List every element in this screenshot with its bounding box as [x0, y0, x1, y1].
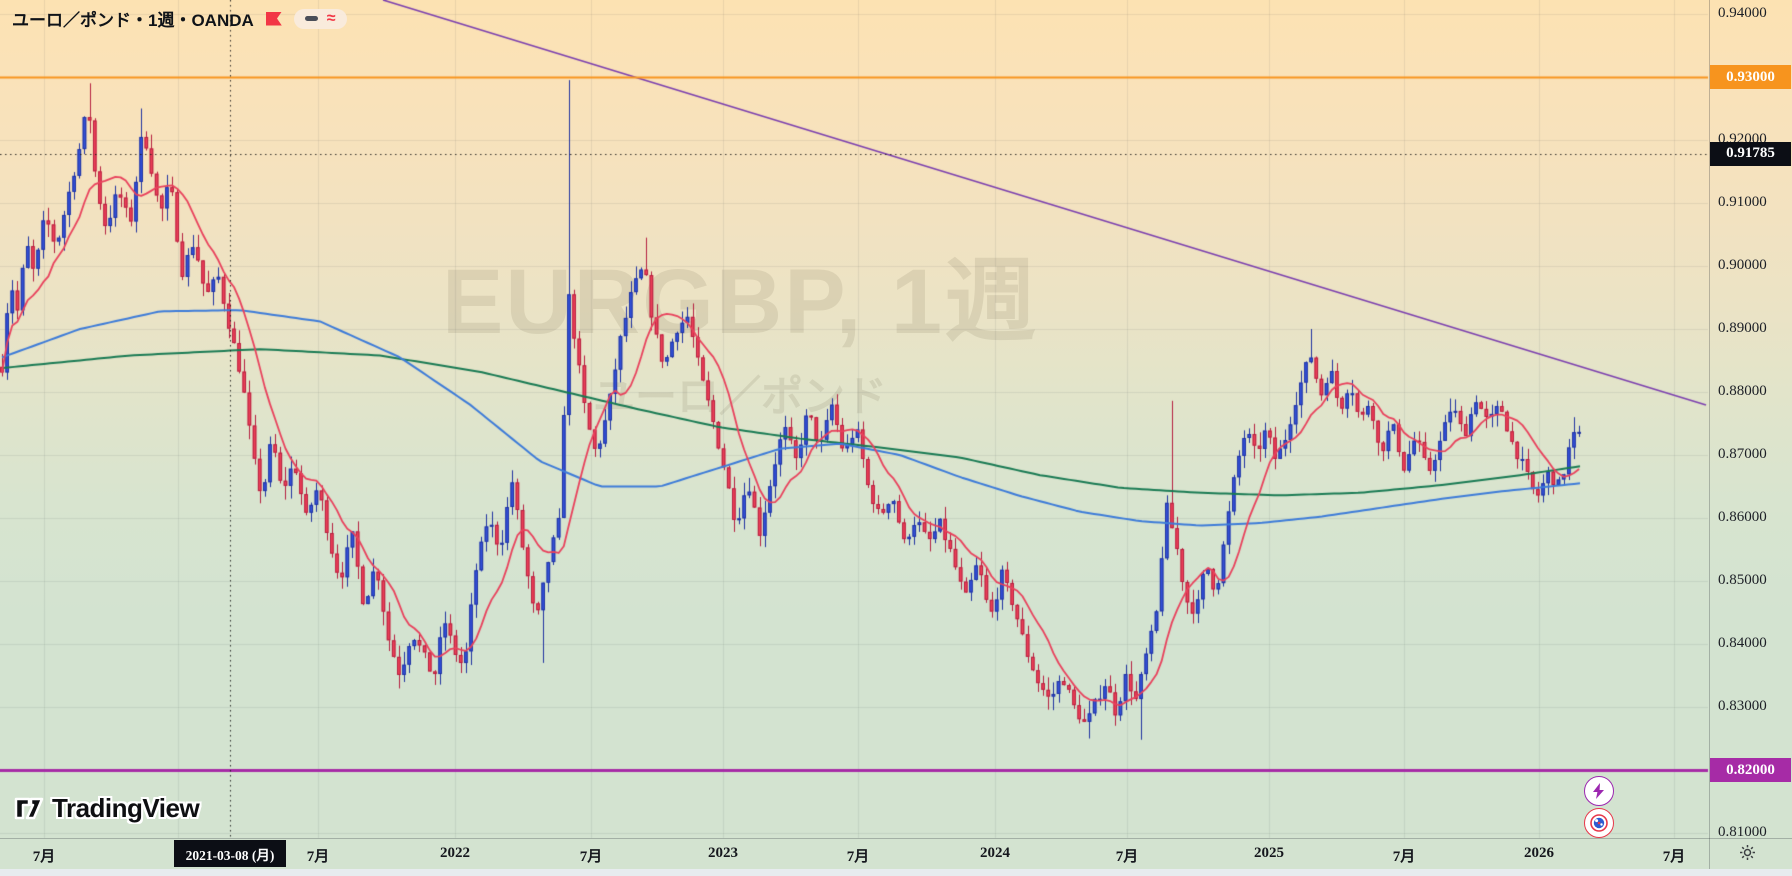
price-badge-crosshair: 0.91785	[1710, 141, 1791, 166]
tradingview-logo[interactable]: TradingView	[14, 793, 200, 824]
price-tick-label: 0.85000	[1718, 572, 1767, 588]
symbol-legend[interactable]: ユーロ／ポンド・1週・OANDA ≈	[12, 6, 347, 31]
tradingview-logo-text: TradingView	[52, 793, 200, 823]
price-tick-label: 0.91000	[1718, 194, 1767, 210]
price-tick-label: 0.84000	[1718, 635, 1767, 651]
price-tick-label: 0.90000	[1718, 257, 1767, 273]
time-tick-label: 7月	[1662, 849, 1686, 865]
price-tick-label: 0.86000	[1718, 509, 1767, 525]
price-axis[interactable]: 0.940000.930000.920000.910000.900000.890…	[1709, 0, 1792, 869]
event-marker-button[interactable]	[1584, 808, 1614, 838]
tradingview-logo-mark	[14, 797, 44, 819]
flag-icon[interactable]	[265, 11, 282, 26]
time-tick-label: 7月	[32, 849, 56, 865]
time-tick-label: 2024	[980, 845, 1010, 861]
time-tick-label: 2026	[1524, 845, 1554, 861]
market-status-pill[interactable]: ≈	[293, 8, 347, 29]
dash-icon	[304, 16, 318, 21]
price-tick-label: 0.94000	[1718, 5, 1767, 21]
time-tick-label: 7月	[579, 849, 603, 865]
price-tick-label: 0.89000	[1718, 320, 1767, 336]
quick-action-lightning-button[interactable]	[1584, 776, 1614, 806]
event-ball-icon	[1590, 814, 1608, 832]
timescale-settings[interactable]	[1738, 843, 1757, 867]
window-bottom-strip	[0, 869, 1792, 876]
gear-icon	[1740, 845, 1755, 860]
approx-icon: ≈	[326, 9, 336, 27]
time-tick-label: 2022	[440, 845, 470, 861]
time-tick-label: 7月	[846, 849, 870, 865]
time-axis[interactable]: 7月 7月 2022 7月 2023 7月 2024 7月 2025 7月 2026 7月	[0, 838, 1792, 870]
price-tick-label: 0.83000	[1718, 698, 1767, 714]
time-tick-label: 7月	[1392, 849, 1416, 865]
price-badge-resistance: 0.93000	[1710, 65, 1791, 89]
price-tick-label: 0.81000	[1718, 824, 1767, 840]
time-tick-label: 2025	[1254, 845, 1284, 861]
floating-buttons	[1584, 776, 1614, 838]
price-badge-support: 0.82000	[1710, 758, 1791, 782]
price-tick-label: 0.87000	[1718, 446, 1767, 462]
time-tick-label: 7月	[1115, 849, 1139, 865]
lightning-icon	[1593, 783, 1604, 799]
price-tick-label: 0.88000	[1718, 383, 1767, 399]
time-tick-label: 2023	[708, 845, 738, 861]
time-tick-label: 7月	[306, 849, 330, 865]
time-badge-crosshair: 2021-03-08 (月)	[174, 840, 286, 867]
symbol-title[interactable]: ユーロ／ポンド・1週・OANDA	[12, 11, 254, 30]
